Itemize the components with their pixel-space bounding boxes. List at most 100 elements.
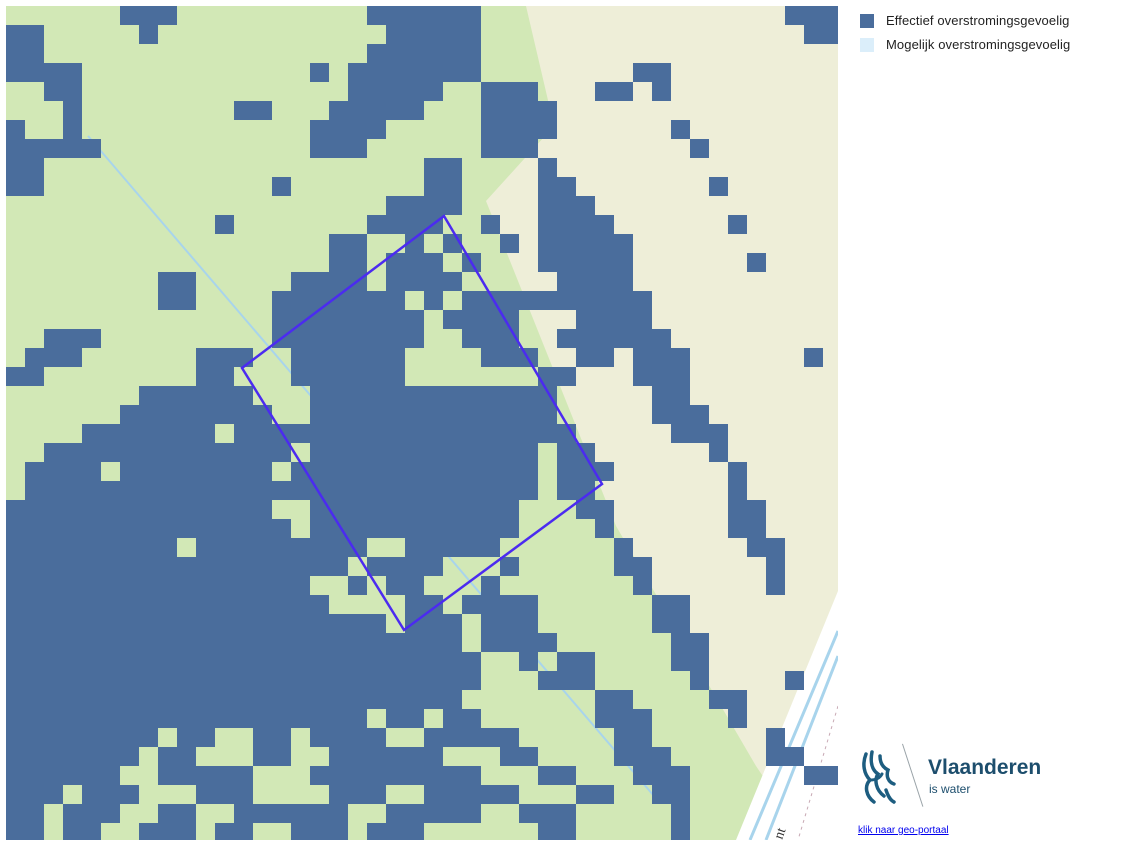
flood-cells-layer xyxy=(6,6,838,840)
flood-cell xyxy=(538,158,557,177)
flood-cell xyxy=(538,253,633,272)
railway-edge xyxy=(797,705,838,840)
flood-cell xyxy=(367,44,481,63)
flood-cell xyxy=(728,215,747,234)
flood-cell xyxy=(690,139,709,158)
flood-cell xyxy=(310,443,538,462)
flood-cell xyxy=(310,405,557,424)
flood-cell xyxy=(348,82,443,101)
flood-cell xyxy=(44,329,101,348)
flood-cell xyxy=(652,82,671,101)
flood-cell xyxy=(424,785,519,804)
flood-cell xyxy=(595,709,652,728)
flood-cell xyxy=(310,63,329,82)
flood-cell xyxy=(6,709,367,728)
flood-cell xyxy=(671,120,690,139)
flood-cell xyxy=(652,386,690,405)
flood-cell xyxy=(6,557,348,576)
flood-cell xyxy=(63,823,101,840)
flood-cell xyxy=(25,462,101,481)
flood-cell xyxy=(481,82,538,101)
flood-cell xyxy=(291,348,405,367)
flood-cell xyxy=(405,538,500,557)
flood-cell xyxy=(652,614,690,633)
flood-cell xyxy=(6,500,272,519)
geo-portal-link[interactable]: klik naar geo-portaal xyxy=(858,825,949,836)
flood-cell xyxy=(63,120,82,139)
flood-cell xyxy=(329,253,367,272)
flood-cell xyxy=(747,538,785,557)
flood-cell xyxy=(538,367,576,386)
flood-cell xyxy=(291,462,538,481)
flood-cell xyxy=(481,576,500,595)
flood-cell xyxy=(158,766,196,785)
flood-cell xyxy=(196,367,234,386)
flood-cell xyxy=(728,462,747,481)
flood-cell xyxy=(557,291,652,310)
flood-cell xyxy=(557,481,595,500)
flood-cell xyxy=(766,728,785,747)
flood-cell xyxy=(6,120,25,139)
flood-cell xyxy=(519,652,538,671)
flood-cell xyxy=(462,595,538,614)
flood-cell xyxy=(82,785,139,804)
flood-cell xyxy=(709,690,747,709)
flood-cell xyxy=(614,538,633,557)
flood-cell xyxy=(6,804,44,823)
flood-cell xyxy=(424,177,462,196)
flood-cell xyxy=(6,747,139,766)
flood-cell xyxy=(557,443,595,462)
flood-cell xyxy=(766,747,804,766)
flood-cell xyxy=(272,329,424,348)
flood-cell xyxy=(120,405,215,424)
flood-cell xyxy=(215,405,272,424)
parcel-outline[interactable] xyxy=(240,214,604,632)
flood-cell xyxy=(348,63,462,82)
flood-cell xyxy=(538,234,633,253)
flood-cell xyxy=(538,823,576,840)
flood-cell xyxy=(386,196,462,215)
legend-label: Mogelijk overstromingsgevoelig xyxy=(886,37,1071,52)
flood-cell xyxy=(329,785,386,804)
flood-cell xyxy=(500,747,538,766)
flood-cell xyxy=(519,804,576,823)
flood-cell xyxy=(405,766,481,785)
flood-cell xyxy=(44,82,82,101)
flood-cell xyxy=(690,671,709,690)
flood-cell xyxy=(481,120,557,139)
flood-cell xyxy=(671,652,709,671)
flood-cell xyxy=(462,291,557,310)
flood-cell xyxy=(804,766,838,785)
flood-cell xyxy=(6,576,310,595)
flood-cell xyxy=(6,367,44,386)
flood-cell xyxy=(196,386,253,405)
legend-item-mogelijk: Mogelijk overstromingsgevoelig xyxy=(860,34,1070,55)
flood-cell xyxy=(386,576,424,595)
flood-cell xyxy=(804,348,823,367)
flood-cell xyxy=(576,500,614,519)
flood-cell xyxy=(6,139,101,158)
flood-cell xyxy=(481,139,538,158)
flood-cell xyxy=(633,367,690,386)
flood-cell xyxy=(139,25,158,44)
flood-cell xyxy=(481,633,557,652)
flood-cell xyxy=(728,709,747,728)
flood-cell xyxy=(386,253,443,272)
flood-cell xyxy=(538,671,557,690)
flood-cell xyxy=(386,804,481,823)
flood-cell xyxy=(139,386,196,405)
flood-cell xyxy=(234,101,272,120)
flood-cell xyxy=(196,766,253,785)
flood-cell xyxy=(405,234,424,253)
legend-label: Effectief overstromingsgevoelig xyxy=(886,13,1070,28)
map-canvas[interactable]: nt xyxy=(6,6,838,840)
flood-cell xyxy=(424,291,443,310)
flood-map[interactable]: nt xyxy=(6,6,838,840)
flood-cell xyxy=(291,823,348,840)
flood-cell xyxy=(6,652,481,671)
flood-cell xyxy=(6,538,177,557)
flood-cell xyxy=(158,747,196,766)
flood-cell xyxy=(557,272,633,291)
flood-cell xyxy=(557,671,595,690)
flood-cell xyxy=(766,576,785,595)
